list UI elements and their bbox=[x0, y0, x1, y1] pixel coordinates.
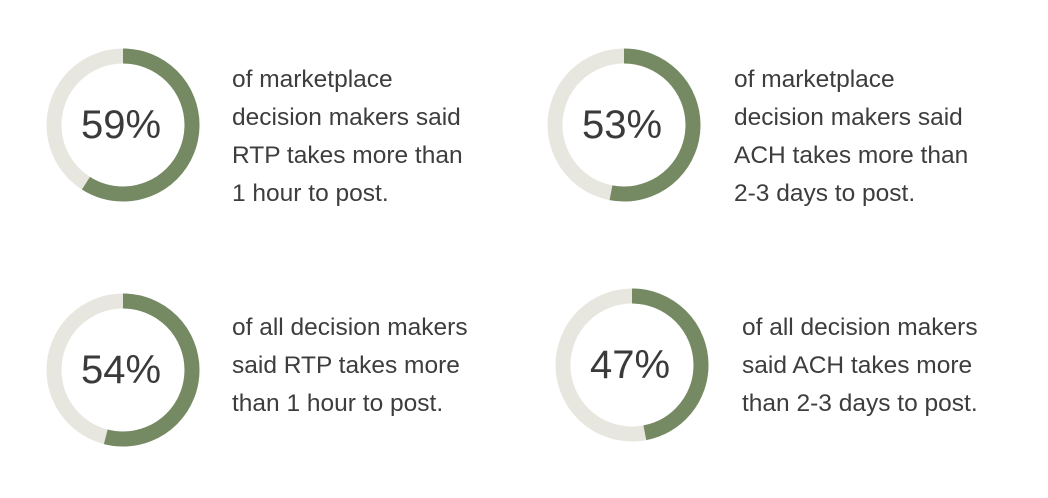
donut-percent-label: 53% bbox=[582, 103, 662, 147]
stat-caption: of marketplace decision makers said RTP … bbox=[232, 61, 463, 213]
donut-chart: 53% bbox=[547, 48, 701, 202]
donut-arc bbox=[46, 293, 200, 447]
caption-line: decision makers said bbox=[734, 104, 963, 131]
donut-chart: 47% bbox=[555, 288, 709, 442]
caption-line: of all decision makers bbox=[232, 314, 468, 341]
caption-line: than 2-3 days to post. bbox=[742, 390, 978, 417]
caption-line: 1 hour to post. bbox=[232, 180, 389, 207]
caption-line: ACH takes more than bbox=[734, 142, 969, 169]
donut-chart: 54% bbox=[46, 293, 200, 447]
caption-line: of marketplace bbox=[734, 66, 895, 93]
caption-line: of all decision makers bbox=[742, 314, 978, 341]
stat-caption: of all decision makers said RTP takes mo… bbox=[232, 309, 468, 423]
donut-percent-label: 54% bbox=[81, 348, 161, 392]
caption-line: said ACH takes more bbox=[742, 352, 973, 379]
stat-caption: of marketplace decision makers said ACH … bbox=[734, 61, 968, 213]
caption-line: said RTP takes more bbox=[232, 352, 460, 379]
caption-line: 2-3 days to post. bbox=[734, 180, 916, 207]
donut-percent-label: 59% bbox=[81, 103, 161, 147]
donut-arc bbox=[555, 288, 709, 442]
donut-arc bbox=[547, 48, 701, 202]
caption-line: than 1 hour to post. bbox=[232, 390, 444, 417]
caption-line: of marketplace bbox=[232, 66, 393, 93]
caption-line: decision makers said bbox=[232, 104, 461, 131]
stat-caption: of all decision makers said ACH takes mo… bbox=[742, 309, 978, 423]
donut-chart: 59% bbox=[46, 48, 200, 202]
donut-percent-label: 47% bbox=[590, 343, 670, 387]
donut-arc bbox=[46, 48, 200, 202]
caption-line: RTP takes more than bbox=[232, 142, 463, 169]
